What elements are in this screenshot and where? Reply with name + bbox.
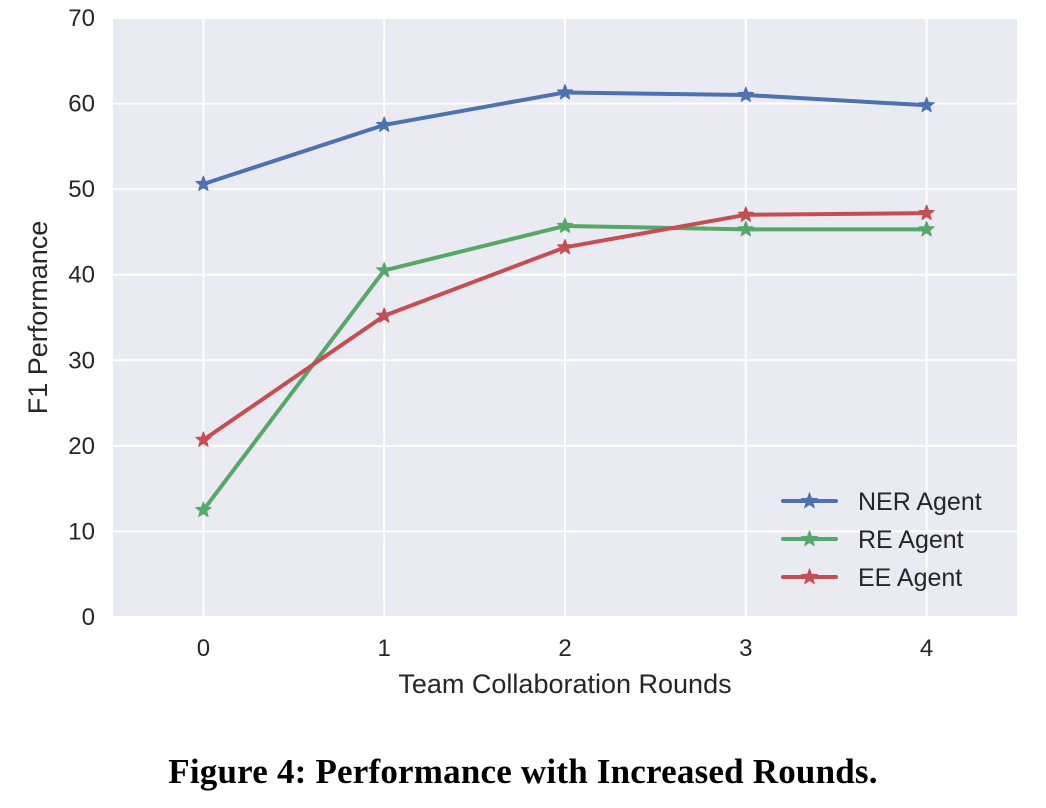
legend-label: NER Agent [858, 488, 982, 516]
figure-caption: Figure 4: Performance with Increased Rou… [168, 752, 878, 791]
legend-star-marker [800, 529, 819, 547]
ee-point-marker [376, 307, 393, 323]
legend-star-marker [800, 567, 819, 585]
legend-item-ee: EE Agent [781, 564, 962, 592]
tick-labels: 0 10 20 30 40 50 60 70 0 1 2 3 4 [68, 5, 933, 662]
legend-label: RE Agent [858, 526, 964, 554]
y-tick-label: 70 [68, 5, 95, 32]
ee-point-marker [918, 204, 935, 221]
ee-point-marker [556, 238, 574, 255]
ner-point-marker [556, 83, 574, 100]
x-tick-label: 4 [920, 635, 933, 662]
x-tick-label: 3 [739, 635, 752, 662]
legend-star-marker [800, 491, 819, 509]
y-tick-label: 10 [68, 518, 95, 545]
re-series [195, 217, 935, 518]
re-point-marker [195, 501, 212, 518]
y-tick-label: 50 [68, 176, 95, 203]
x-axis-label: Team Collaboration Rounds [398, 669, 731, 699]
re-point-marker [918, 220, 935, 237]
y-tick-label: 30 [68, 347, 95, 374]
legend: NER Agent RE Agent EE Agent [781, 488, 982, 592]
ee-point-marker [195, 431, 212, 447]
y-tick-label: 0 [82, 604, 95, 631]
series-lines [195, 83, 935, 518]
ner-series [195, 83, 935, 191]
ner-point-marker [376, 116, 393, 132]
re-point-marker [737, 220, 754, 237]
y-axis-label: F1 Performance [23, 221, 53, 415]
ner-point-marker [737, 86, 754, 102]
x-tick-label: 1 [378, 635, 391, 662]
y-tick-label: 20 [68, 433, 95, 460]
re-point-marker [556, 217, 574, 233]
y-tick-label: 40 [68, 262, 95, 289]
legend-item-re: RE Agent [781, 526, 964, 554]
ee-series [195, 204, 935, 447]
ner-point-marker [195, 175, 212, 191]
re-point-marker [376, 261, 393, 278]
ee-point-marker [737, 206, 754, 222]
y-tick-label: 60 [68, 91, 95, 118]
x-tick-label: 0 [197, 635, 210, 662]
legend-item-ner: NER Agent [781, 488, 982, 516]
line-chart: 0 10 20 30 40 50 60 70 0 1 2 3 4 Team Collaboration … [23, 5, 1017, 699]
ner-point-marker [918, 96, 935, 113]
legend-label: EE Agent [858, 564, 962, 592]
x-tick-label: 2 [558, 635, 571, 662]
